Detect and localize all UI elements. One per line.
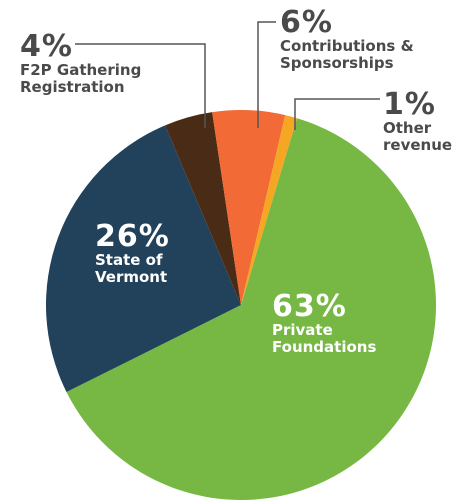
leader-line <box>257 21 276 128</box>
pie-slice <box>46 125 241 393</box>
slice-label: 1% Other revenue <box>383 90 463 155</box>
value-label: 1% <box>383 87 436 122</box>
slice-label: 26% State of Vermont <box>95 222 195 287</box>
value-label: 63% <box>272 289 347 324</box>
category-label: Other revenue <box>383 119 453 155</box>
pie-slice <box>241 115 298 306</box>
pie-slice <box>165 112 241 305</box>
slice-label: 4% F2P Gathering Registration <box>20 32 160 97</box>
slice-label: 6% Contributions & Sponsorships <box>280 8 440 73</box>
category-label: State of Vermont <box>95 251 168 287</box>
pie-slice <box>66 118 436 500</box>
pie-slice <box>212 109 286 305</box>
value-label: 26% <box>95 219 170 254</box>
slice-label: 63% Private Foundations <box>272 292 397 357</box>
category-label: Private Foundations <box>272 321 377 357</box>
value-label: 6% <box>280 5 333 40</box>
category-label: Contributions & Sponsorships <box>280 37 414 73</box>
leader-line <box>294 98 380 130</box>
leader-line <box>75 43 206 128</box>
value-label: 4% <box>20 29 73 64</box>
category-label: F2P Gathering Registration <box>20 61 142 97</box>
